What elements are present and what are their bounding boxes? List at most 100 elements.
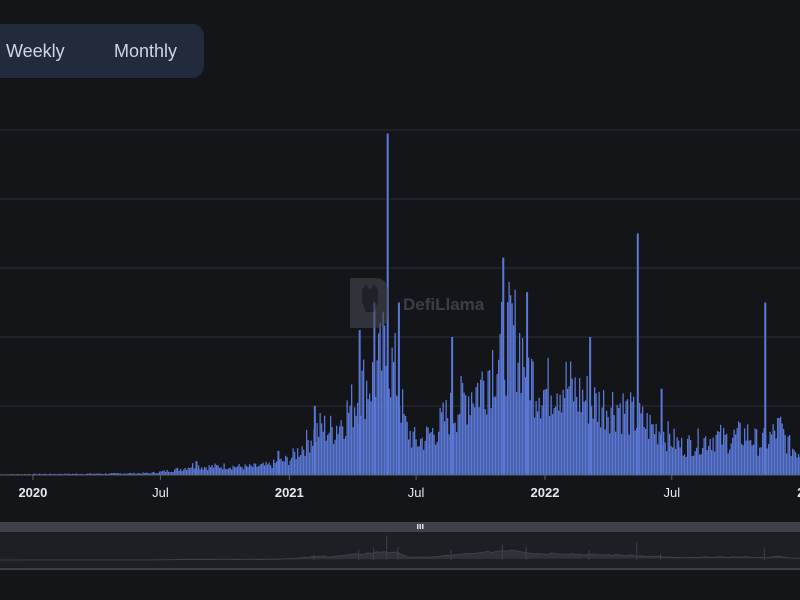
bar [286,457,288,475]
weekly-button[interactable]: Weekly [6,41,65,61]
bar [154,472,156,475]
bar [162,471,164,475]
bar [685,457,687,475]
bar [748,440,750,475]
bar-spike [277,450,280,475]
bar [675,448,677,475]
bar [382,312,384,475]
bar [228,468,230,475]
bar [225,469,227,475]
bar [184,467,186,475]
bar [289,460,291,475]
bar [247,466,249,475]
bar [682,455,684,475]
bar [481,371,483,475]
bar [604,429,606,475]
bar [280,458,282,475]
bar [529,400,531,475]
bar [442,402,444,475]
bar [639,402,641,475]
bar [720,424,722,475]
granularity-toggle: Weekly Monthly [0,24,204,78]
monthly-button[interactable]: Monthly [114,41,178,61]
range-slider[interactable] [0,522,800,570]
bar [415,439,417,475]
bar [241,467,243,475]
bar [618,408,620,475]
slider-handle-icon[interactable] [414,523,426,531]
bar [370,401,372,475]
bar [666,451,668,475]
bar [204,467,206,475]
bar [610,407,612,475]
bar [435,444,437,475]
bar [267,464,269,475]
bar [558,410,560,475]
bar-spike [526,292,529,475]
bar [259,464,261,475]
bar [795,452,797,475]
bar [457,414,459,475]
bar [607,417,609,475]
bar [573,401,575,475]
bar [582,389,584,475]
bar [132,473,134,475]
bar [672,447,674,475]
bar [270,465,272,475]
bar [423,449,425,475]
bar [75,473,77,475]
bar [627,399,629,475]
bar [412,431,414,475]
bar [172,471,174,475]
bar [478,407,480,475]
bar [363,359,365,475]
bar [586,375,588,475]
bar [787,436,789,475]
bar [340,420,342,475]
bar [790,455,792,475]
bar [402,389,404,475]
bar [538,397,540,475]
bar [429,433,431,475]
bar [673,428,675,475]
bar [498,359,500,475]
bar [636,427,638,475]
bar [285,455,287,475]
bar [570,361,572,475]
bar [213,467,215,475]
bar [628,434,630,475]
bar [747,424,749,475]
bar [316,422,318,475]
bar [190,467,192,475]
bar [777,417,779,475]
bar [543,390,545,475]
bar-spike [589,337,592,475]
bar [301,446,303,475]
bar [177,467,179,475]
bar [678,440,680,475]
bar [630,392,632,475]
bar [129,473,131,475]
bar [751,445,753,475]
bar [447,418,449,475]
bar [151,472,153,475]
bar [706,450,708,475]
bar [676,437,678,475]
bar [532,361,534,475]
bar [528,357,530,475]
bar [508,281,510,475]
slider-window[interactable] [0,532,800,570]
bar [648,438,650,475]
bar [153,471,155,475]
bar [139,473,141,475]
bar [667,421,669,475]
bar [388,388,390,475]
slider-track-top[interactable] [0,522,800,532]
bar [322,431,324,475]
bar [324,415,326,475]
x-tick-label: Jul [408,485,425,500]
bar [282,461,284,475]
bar [669,433,671,475]
bar [39,473,41,475]
